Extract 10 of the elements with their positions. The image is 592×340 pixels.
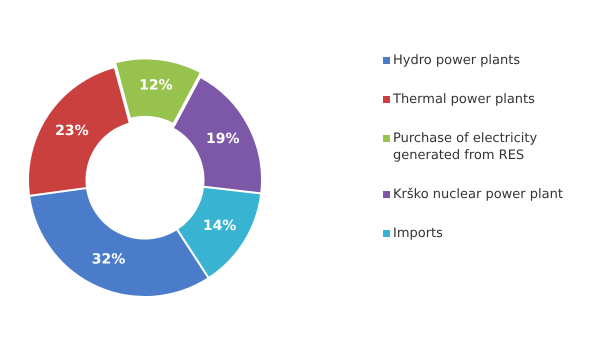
legend-label: Krško nuclear power plant [393, 186, 563, 203]
data-label: 12% [139, 78, 173, 94]
data-label: 23% [55, 123, 89, 140]
legend-label: Imports [393, 225, 443, 242]
legend-label: Purchase of electricity generated from RES [393, 130, 538, 164]
data-label: 19% [206, 130, 240, 147]
legend-label: Thermal power plants [393, 91, 535, 108]
data-label: 32% [92, 251, 126, 268]
legend-label: Hydro power plants [393, 52, 520, 69]
data-label: 14% [202, 218, 236, 234]
